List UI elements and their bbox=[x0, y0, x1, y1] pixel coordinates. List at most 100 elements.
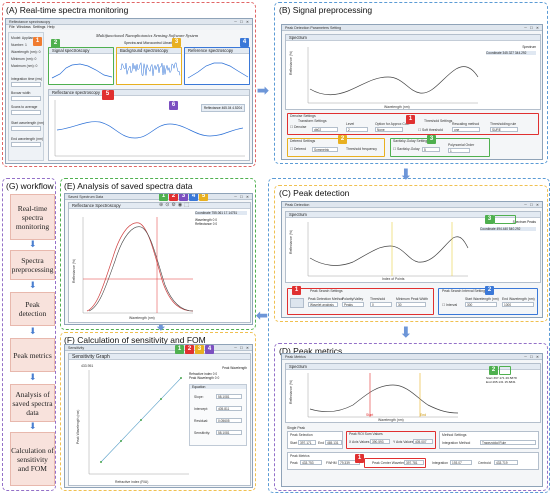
badge-d-1: 1 bbox=[355, 454, 364, 463]
d-xval-input[interactable]: 390.593 bbox=[370, 439, 390, 444]
f-point-3 bbox=[160, 398, 162, 400]
window-f-controls[interactable]: ─ ☐ ✕ bbox=[234, 346, 250, 350]
e-ylabel: Reflectance (%) bbox=[72, 258, 76, 283]
e-xlabel: Wavelength (nm) bbox=[129, 316, 155, 320]
badge-b-2: 2 bbox=[338, 135, 347, 144]
c-wavelet-button[interactable] bbox=[290, 298, 304, 308]
b-denoise-head: Denoise Settings bbox=[290, 114, 316, 118]
end-wl-field[interactable] bbox=[11, 142, 41, 147]
c-method-label: Peak Detection Method bbox=[308, 297, 344, 301]
d-method-select[interactable]: Trapezoidal Rule bbox=[480, 440, 536, 445]
sidebar-item-0: Model: Appliance bbox=[11, 36, 37, 40]
badge-e-1: 1 bbox=[159, 194, 168, 201]
menu-bar: File Windows Settings Help bbox=[6, 25, 252, 30]
window-controls[interactable]: ─ ☐ ✕ bbox=[234, 20, 250, 24]
c-method-select[interactable]: Wavelet analysis bbox=[308, 302, 338, 307]
badge-b-1: 1 bbox=[406, 115, 415, 124]
c-polarity-label: Polarity/Valley bbox=[342, 297, 364, 301]
b-legend-v2: 344.292 bbox=[514, 51, 527, 55]
window-e-controls[interactable]: ─ ☐ ✕ bbox=[234, 195, 250, 199]
b-wavelet-select[interactable]: db02 bbox=[312, 127, 338, 132]
c-threshold-label: Threshold bbox=[370, 297, 386, 301]
b-option-select[interactable]: None bbox=[375, 127, 403, 132]
c-polarity-select[interactable]: Peaks bbox=[342, 302, 364, 307]
c-end-wl-input[interactable]: 1000 bbox=[502, 302, 534, 307]
c-minwidth-input[interactable]: 30 bbox=[396, 302, 426, 307]
sidebar-item-9: End wavelength (nm) bbox=[11, 137, 44, 141]
window-a: Reflectance spectroscopy ─ ☐ ✕ File Wind… bbox=[5, 18, 253, 164]
e-toolbar[interactable]: ⊕⊙⚙◉⬚ bbox=[159, 202, 191, 208]
panel-d-border bbox=[274, 343, 548, 491]
legend-val-1: 465.04 bbox=[221, 106, 232, 110]
f-intercept: 405.811 bbox=[216, 406, 242, 411]
b-level-input[interactable]: 2 bbox=[346, 127, 368, 132]
d-metric-int-label: Integration bbox=[432, 461, 449, 465]
window-d-controls[interactable]: ─ ☐ ✕ bbox=[524, 355, 540, 359]
d-legend-end: End bbox=[486, 380, 492, 384]
highlight-signal bbox=[48, 47, 114, 85]
d-legend-end-v1: 465.131 bbox=[492, 380, 504, 384]
c-ylabel: Reflectance (%) bbox=[289, 229, 293, 254]
start-wl-field[interactable] bbox=[11, 126, 41, 131]
b-soft-check[interactable]: ☐ Soft threshold bbox=[418, 128, 443, 132]
c-start-wl-input[interactable]: 300 bbox=[465, 302, 497, 307]
b-transform-head: Transform Settings bbox=[298, 119, 327, 123]
b-symmetric-select[interactable]: Symmetric bbox=[312, 147, 338, 152]
integration-time-field[interactable] bbox=[11, 82, 41, 87]
b-sg-check[interactable]: ☐ Savitzky-Golay bbox=[393, 147, 420, 151]
f-slope-label: Slope: bbox=[194, 395, 204, 399]
workflow-step-3: Peak detection bbox=[10, 292, 55, 326]
badge-d-2: 2 bbox=[489, 366, 498, 375]
f-legend-pw-v2: 0 bbox=[217, 376, 220, 380]
menu-help[interactable]: Help bbox=[47, 25, 55, 29]
b-window-input[interactable]: 5 bbox=[422, 147, 440, 152]
scans-field[interactable] bbox=[11, 110, 41, 115]
badge-a-2: 2 bbox=[51, 39, 60, 48]
d-metrics-head: Peak Metrics bbox=[290, 454, 310, 458]
b-detrend-check[interactable]: ☐ Detrend bbox=[290, 147, 307, 151]
b-denoise-label: Denoise bbox=[293, 125, 307, 129]
e-legend-wl: Wavelength bbox=[195, 218, 212, 222]
highlight-reference bbox=[184, 47, 250, 85]
window-c: Peak Detection ─ ☐ ✕ Spectrum Index of P… bbox=[281, 201, 543, 318]
reflectance-title: Reflectance spectroscopy bbox=[49, 90, 249, 96]
c-threshold-input[interactable]: 0 bbox=[370, 302, 392, 307]
c-legend-extra: Peaks bbox=[527, 220, 536, 224]
d-start-input[interactable]: 397.171 bbox=[298, 440, 316, 445]
b-rescale-select[interactable]: one bbox=[452, 127, 480, 132]
workflow-arrow-3: ⬇ bbox=[29, 326, 37, 336]
d-method-box: Method Settings Integration Method Trape… bbox=[439, 431, 539, 449]
d-start-marker: Start bbox=[366, 413, 374, 417]
f-point-2 bbox=[140, 419, 142, 421]
menu-windows[interactable]: Windows bbox=[16, 25, 31, 29]
f-legend-pw: Peak Wavelength bbox=[189, 376, 214, 380]
menu-file[interactable]: File bbox=[9, 25, 15, 29]
b-threshold-head: Threshold Settings bbox=[424, 119, 453, 123]
highlight-background bbox=[116, 47, 182, 85]
b-legend-row: Coordinate 345.327 344.292 bbox=[486, 51, 536, 55]
panel-e-title: (E) Analysis of saved spectra data bbox=[64, 181, 193, 191]
menu-settings[interactable]: Settings bbox=[32, 25, 46, 29]
f-legend-ri-v2: 0 bbox=[215, 372, 218, 376]
workflow-arrow-5: ⬇ bbox=[29, 421, 37, 431]
d-end-input[interactable]: 465.131 bbox=[325, 440, 342, 445]
sidebar-item-2: Wavelength (nm): 0 bbox=[11, 50, 41, 54]
b-legend-title: Spectrum bbox=[522, 45, 536, 49]
f-residual-label: Residual: bbox=[194, 419, 209, 423]
badge-c-2: 2 bbox=[485, 286, 494, 295]
boxcar-field[interactable] bbox=[11, 96, 41, 101]
b-denoise-check[interactable]: ☐ Denoise bbox=[290, 125, 307, 129]
b-poly-input[interactable]: 1 bbox=[448, 148, 470, 153]
c-interval-check[interactable]: ☐ Interval bbox=[442, 303, 458, 307]
arrow-b-to-c: ⬇ bbox=[400, 166, 412, 182]
f-legend-ri-v1: 0 bbox=[212, 372, 215, 376]
window-c-controls[interactable]: ─ ☐ ✕ bbox=[524, 203, 540, 207]
sidebar-item-4: Maximum (nm): 0 bbox=[11, 64, 38, 68]
f-sensitivity-label: Sensitivity: bbox=[194, 431, 211, 435]
b-spectrum-title: Spectrum bbox=[286, 35, 540, 41]
window-b-controls[interactable]: ─ ☐ ✕ bbox=[524, 26, 540, 30]
app-subtitle: Spectra and Microcontrol Libraries bbox=[124, 41, 176, 45]
d-yval-input[interactable]: 405.007 bbox=[413, 439, 433, 444]
c-end-wl-label: End Wavelength (nm) bbox=[502, 297, 535, 301]
b-rule-select[interactable]: SURE bbox=[490, 127, 518, 132]
